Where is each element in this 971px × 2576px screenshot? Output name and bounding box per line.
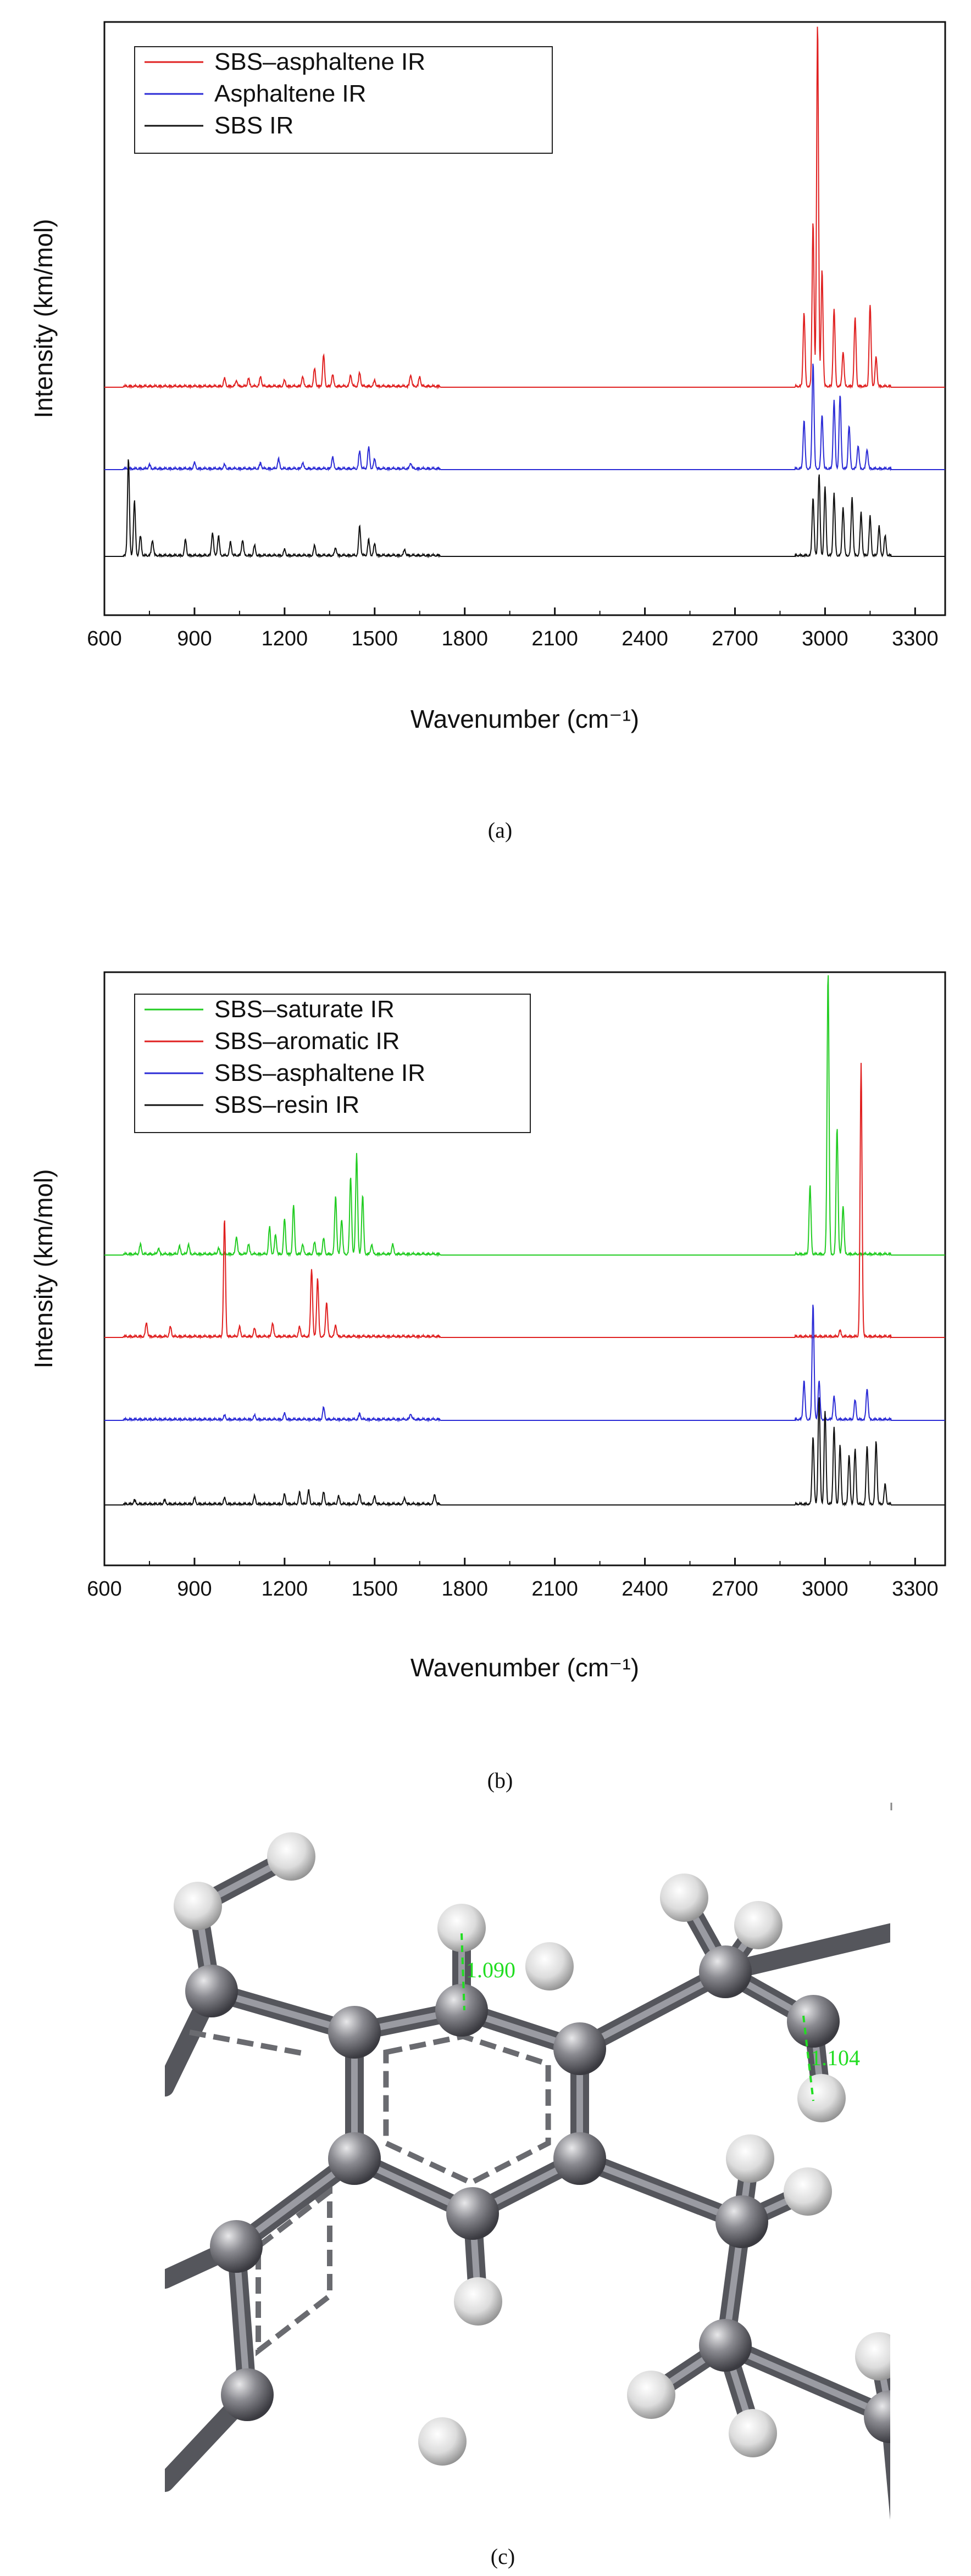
hydrogen-atom	[797, 2074, 846, 2122]
panel-a-x-axis-label: Wavenumber (cm⁻¹)	[410, 705, 639, 733]
hydrogen-atom	[454, 2277, 502, 2326]
molecule-structure	[165, 1832, 890, 2520]
carbon-atom	[715, 2195, 768, 2248]
series-line-sbs-asphaltene-ir	[104, 1304, 945, 1423]
series-line-sbs-saturate-ir	[104, 975, 945, 1257]
panel-b-y-axis-label: Intensity (km/mol)	[29, 1169, 58, 1369]
hydrogen-atom	[726, 2134, 774, 2183]
x-tick-label: 3000	[802, 627, 848, 650]
x-tick-label: 1800	[441, 1577, 488, 1601]
carbon-atom	[435, 1984, 488, 2037]
x-tick-label: 2400	[622, 627, 668, 650]
series-line-sbs-resin-ir	[104, 1397, 945, 1507]
bond-length-label-2: 1.104	[811, 2045, 860, 2070]
hydrogen-atom	[729, 2409, 777, 2457]
x-tick-label: 2100	[531, 1577, 578, 1601]
hydrogen-atom	[855, 2332, 890, 2380]
x-tick-label: 3000	[802, 1577, 848, 1601]
x-tick-label: 1200	[262, 1577, 308, 1601]
hydrogen-atom	[267, 1832, 315, 1881]
hydrogen-atom	[734, 1901, 783, 1949]
panel-c-molecule-model: 1.090 1.104 (c)	[165, 1803, 892, 2569]
carbon-atom	[328, 2132, 381, 2185]
legend-entry-label: SBS–resin IR	[214, 1091, 359, 1118]
bond-length-guide-1	[460, 1933, 465, 2011]
aromatic-ring-dashes	[189, 2029, 308, 2057]
panel-b-x-axis-ticks: 600 900 1200 1500 1800 2100 2400 2700 3000 3300	[87, 1558, 939, 1601]
carbon-atom	[221, 2368, 274, 2421]
panel-b-series-group	[104, 975, 945, 1507]
aromatic-ring-dashes	[256, 2185, 332, 2357]
carbon-atom	[210, 2220, 263, 2273]
carbon-atom	[553, 2022, 606, 2075]
hydrogen-atom	[525, 1942, 574, 1990]
x-tick-label: 1500	[352, 1577, 398, 1601]
legend-entry-label: SBS–aromatic IR	[214, 1028, 400, 1055]
panel-a-caption: (a)	[488, 818, 512, 843]
panel-a-chart: 600 900 1200 1500 1800 2100 2400 2700 3000 3300 S…	[29, 21, 946, 843]
panel-a-series-group	[104, 26, 945, 559]
panel-b-x-axis-label: Wavenumber (cm⁻¹)	[410, 1653, 639, 1682]
series-line-sbs-aromatic-ir	[104, 1063, 945, 1340]
panel-a-y-axis-label: Intensity (km/mol)	[29, 219, 58, 419]
hydrogen-atom	[660, 1874, 708, 1922]
series-line-sbs-asphaltene-ir	[104, 26, 945, 389]
panel-a-x-axis-ticks: 600 900 1200 1500 1800 2100 2400 2700 3000 3300	[87, 607, 939, 650]
legend-entry-label: SBS–asphaltene IR	[214, 1060, 425, 1086]
panel-b-plot-frame	[103, 971, 946, 1566]
carbon-atom	[787, 1995, 840, 2048]
bond-length-label-1: 1.090	[466, 1958, 515, 1982]
panel-b-legend: SBS–saturate IR SBS–aromatic IR SBS–asphal…	[134, 994, 531, 1133]
x-tick-label: 2400	[622, 1577, 668, 1601]
aromatic-ring-dashes	[383, 2033, 551, 2186]
legend-box	[134, 46, 553, 154]
series-line-asphaltene-ir	[104, 363, 945, 472]
x-tick-label: 3300	[892, 627, 939, 650]
x-tick-label: 2100	[531, 627, 578, 650]
x-tick-label: 1800	[441, 627, 488, 650]
bond-highlight	[576, 2155, 745, 2225]
x-tick-label: 1500	[352, 627, 398, 650]
carbon-atom	[185, 1965, 238, 2017]
x-tick-label: 900	[177, 1577, 212, 1601]
legend-entry-label: SBS–asphaltene IR	[214, 48, 425, 75]
bond-highlight	[576, 1969, 729, 2052]
legend-entry-label: SBS–saturate IR	[214, 996, 395, 1023]
bond-length-guide-2	[802, 2015, 814, 2101]
hydrogen-atom	[627, 2371, 675, 2419]
bond-stick	[881, 2401, 890, 2426]
x-tick-label: 1200	[262, 627, 308, 650]
legend-entry-label: SBS IR	[214, 112, 293, 139]
x-tick-label: 2700	[712, 627, 758, 650]
x-tick-label: 600	[87, 1577, 121, 1601]
x-tick-label: 3300	[892, 1577, 939, 1601]
carbon-atom	[864, 2390, 890, 2443]
carbon-atom	[553, 2132, 606, 2185]
bond-stick	[716, 1923, 890, 1981]
hydrogen-atom	[437, 1904, 486, 1952]
bond-stick	[881, 2407, 890, 2520]
carbon-atom	[699, 1945, 752, 1998]
x-tick-label: 900	[177, 627, 212, 650]
legend-entry-label: Asphaltene IR	[214, 80, 366, 107]
legend-box	[134, 994, 531, 1133]
carbon-atom	[699, 2319, 752, 2372]
hydrogen-atom	[174, 1882, 222, 1930]
panel-a-plot-frame	[103, 21, 946, 616]
hydrogen-atom	[784, 2167, 832, 2216]
series-line-sbs-ir	[104, 459, 945, 559]
panel-a-legend: SBS–asphaltene IR Asphaltene IR SBS IR	[134, 46, 553, 154]
bond-highlight	[722, 2342, 890, 2420]
panel-b-chart: 600 900 1200 1500 1800 2100 2400 2700 3000 3300 S…	[29, 971, 946, 1793]
x-tick-label: 600	[87, 627, 121, 650]
x-tick-label: 2700	[712, 1577, 758, 1601]
panel-b-caption: (b)	[487, 1768, 513, 1793]
carbon-atom	[446, 2187, 499, 2240]
hydrogen-atom	[418, 2417, 467, 2466]
panel-c-caption: (c)	[491, 2544, 515, 2569]
carbon-atom	[328, 2006, 381, 2059]
